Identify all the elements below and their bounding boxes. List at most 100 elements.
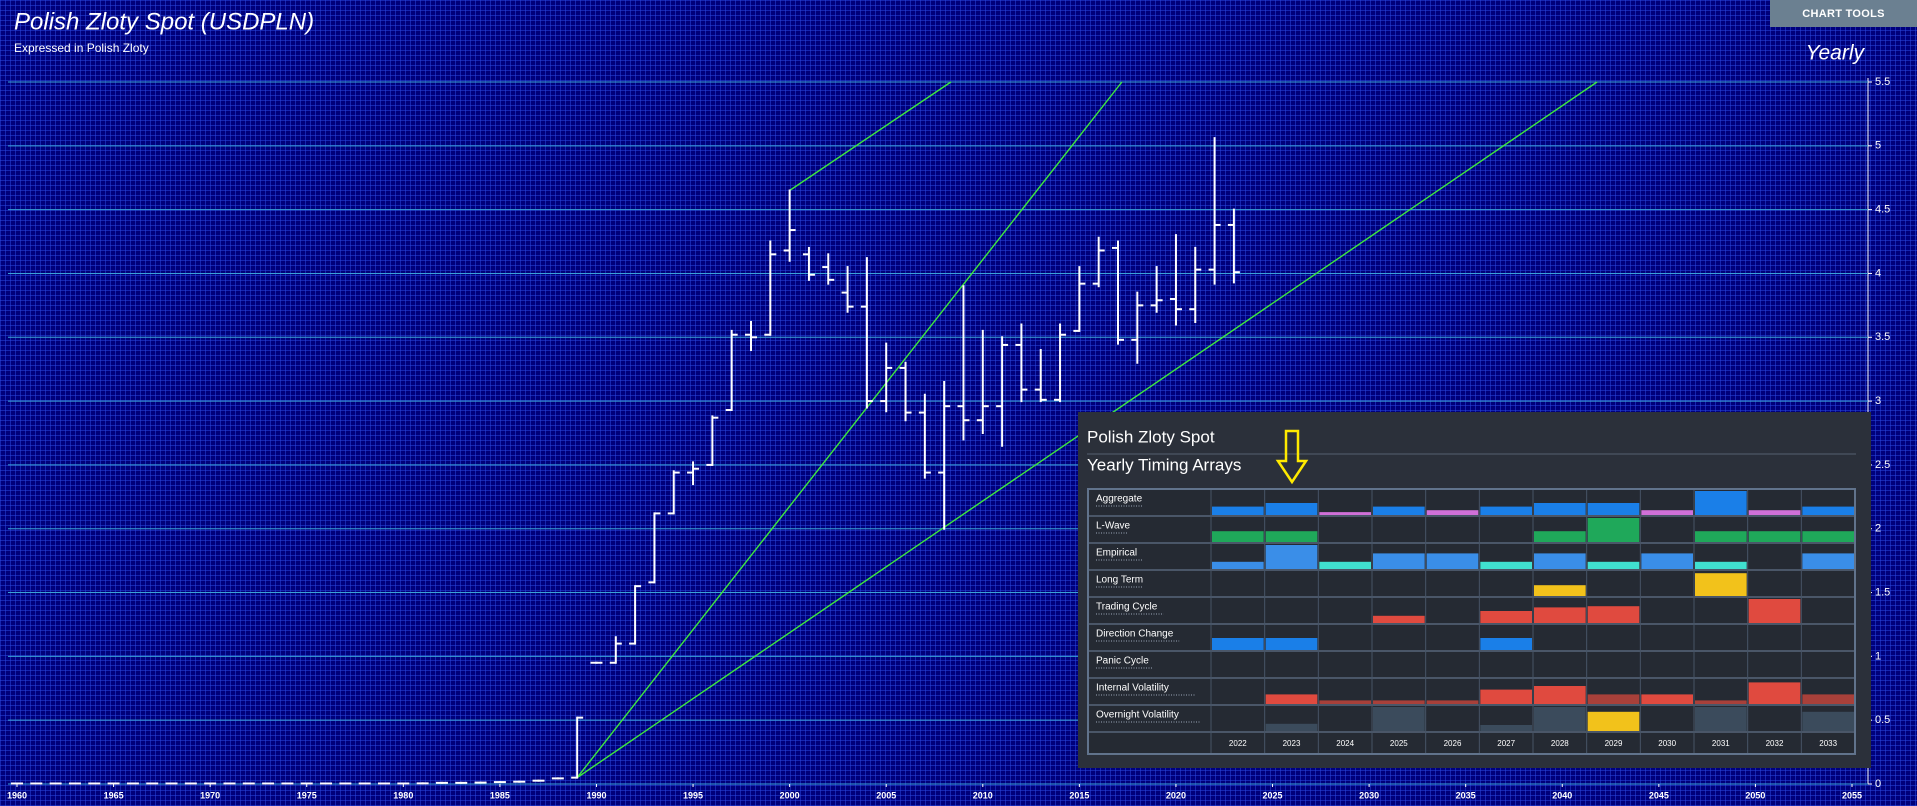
x-tick-label: 1995	[683, 790, 703, 800]
timing-bar	[1587, 518, 1640, 542]
timing-bar	[1587, 503, 1640, 515]
x-tick-label: 1975	[297, 790, 317, 800]
row-label: Empirical	[1096, 548, 1137, 559]
timing-bar	[1373, 553, 1425, 569]
timing-bar	[1212, 561, 1264, 569]
timing-bar	[1695, 491, 1747, 515]
x-tick-label: 2010	[973, 790, 993, 800]
row-label: Overnight Volatility	[1096, 710, 1179, 721]
timing-bar	[1695, 707, 1747, 731]
timing-bar	[1265, 723, 1318, 731]
panel-subtitle: Yearly Timing Arrays	[1087, 455, 1241, 474]
timing-bar	[1319, 512, 1371, 515]
trend-line	[789, 81, 952, 192]
timing-bar	[1373, 615, 1425, 623]
timing-bar	[1426, 700, 1479, 704]
x-tick-label: 1965	[104, 790, 124, 800]
timing-bar	[1212, 531, 1264, 542]
x-tick-label: 2025	[1263, 790, 1283, 800]
timing-bar	[1480, 689, 1532, 704]
trend-line	[576, 81, 1123, 779]
timing-bar	[1695, 531, 1747, 542]
timing-bar	[1802, 531, 1854, 542]
x-tick-label: 2055	[1842, 790, 1862, 800]
x-tick-label: 2020	[1166, 790, 1186, 800]
highlight-arrow	[1275, 429, 1309, 485]
timing-bar	[1534, 531, 1586, 542]
timing-bar	[1534, 607, 1586, 623]
timing-bar	[1480, 638, 1532, 650]
timing-bar	[1587, 606, 1640, 623]
timing-bar	[1265, 638, 1318, 650]
timing-bar	[1534, 686, 1586, 704]
x-tick-label: 2035	[1456, 790, 1476, 800]
x-tick-label: 1985	[490, 790, 510, 800]
timing-bar	[1480, 506, 1532, 515]
column-label: 2025	[1390, 739, 1408, 748]
column-label: 2031	[1712, 739, 1730, 748]
x-tick-label: 1960	[7, 790, 27, 800]
row-label: Panic Cycle	[1096, 656, 1149, 667]
row-label: Trading Cycle	[1096, 602, 1158, 613]
column-label: 2022	[1229, 739, 1247, 748]
timing-bar	[1480, 725, 1532, 731]
timing-bar	[1748, 599, 1801, 623]
row-label: Internal Volatility	[1096, 683, 1169, 694]
timing-bar	[1265, 694, 1318, 704]
timing-bar	[1641, 694, 1693, 704]
timing-bar	[1373, 707, 1425, 731]
timing-panel: Polish Zloty Spot Yearly Timing Arrays A…	[1078, 412, 1871, 768]
timing-bar	[1534, 503, 1586, 515]
row-label: Aggregate	[1096, 494, 1143, 505]
chart-title: Polish Zloty Spot (USDPLN)	[14, 8, 314, 35]
timing-bar	[1802, 711, 1854, 731]
timing-bar	[1319, 561, 1371, 569]
y-tick-label: 5.5	[1875, 76, 1890, 88]
x-tick-label: 2045	[1649, 790, 1669, 800]
y-tick-label: 1	[1875, 650, 1881, 662]
timing-bar	[1802, 506, 1854, 515]
x-tick-label: 1990	[586, 790, 606, 800]
column-label: 2032	[1766, 739, 1784, 748]
x-tick-label: 2030	[1359, 790, 1379, 800]
x-tick-label: 2050	[1745, 790, 1765, 800]
y-tick-label: 3.5	[1875, 331, 1890, 343]
timing-bar	[1265, 531, 1318, 542]
timing-bar	[1641, 553, 1693, 569]
timing-bar	[1695, 561, 1747, 569]
timing-bar	[1480, 561, 1532, 569]
column-label: 2024	[1336, 739, 1354, 748]
column-label: 2027	[1497, 739, 1515, 748]
timing-bar	[1534, 585, 1586, 596]
y-tick-label: 3	[1875, 395, 1881, 407]
timing-bar	[1748, 682, 1801, 704]
timing-bar	[1802, 553, 1854, 569]
column-label: 2033	[1819, 739, 1837, 748]
x-tick-label: 2000	[780, 790, 800, 800]
timing-bar	[1802, 694, 1854, 704]
timing-bar	[1480, 611, 1532, 623]
x-tick-label: 1970	[200, 790, 220, 800]
timing-bar	[1587, 561, 1640, 569]
column-label: 2029	[1605, 739, 1623, 748]
timing-bar	[1641, 510, 1693, 515]
timing-bar	[1587, 711, 1640, 731]
row-label: Long Term	[1096, 575, 1143, 586]
y-tick-label: 2.5	[1875, 459, 1890, 471]
chart-tools-button[interactable]: CHART TOOLS	[1770, 0, 1917, 27]
y-tick-label: 5	[1875, 140, 1881, 152]
y-tick-label: 4.5	[1875, 204, 1890, 216]
timing-bar	[1426, 510, 1479, 515]
row-label: Direction Change	[1096, 629, 1174, 640]
y-tick-label: 4	[1875, 267, 1881, 279]
timing-bar	[1748, 510, 1801, 515]
timing-bar	[1265, 545, 1318, 569]
x-tick-label: 2040	[1552, 790, 1572, 800]
chart-subtitle: Expressed in Polish Zloty	[14, 41, 149, 55]
column-label: 2028	[1551, 739, 1569, 748]
timing-bar	[1534, 553, 1586, 569]
table-border	[1087, 488, 1856, 755]
y-tick-label: 2	[1875, 523, 1881, 535]
